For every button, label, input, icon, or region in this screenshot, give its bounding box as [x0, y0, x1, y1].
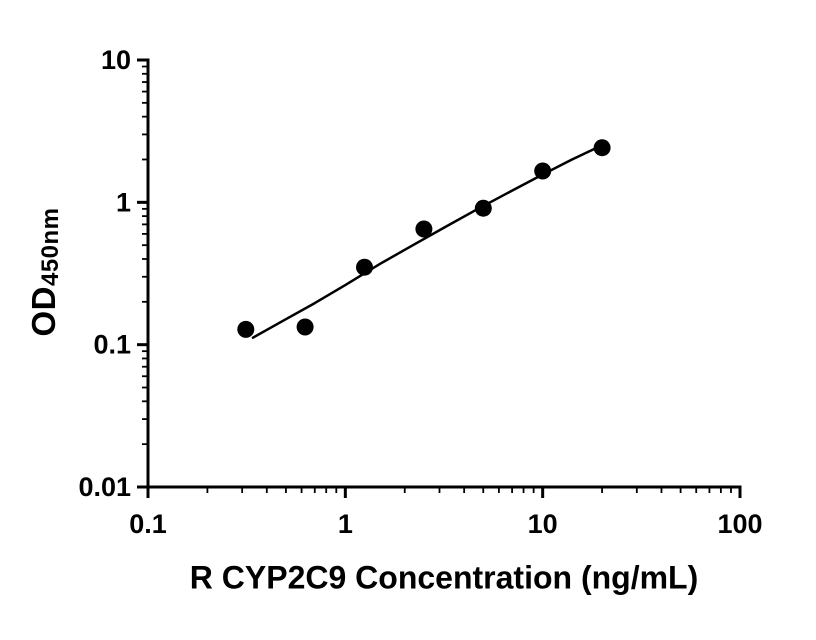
data-point	[534, 162, 552, 180]
y-tick-label: 1	[116, 187, 131, 217]
data-point	[593, 139, 611, 157]
data-point	[474, 199, 492, 217]
x-axis-title: R CYP2C9 Concentration (ng/mL)	[189, 559, 699, 596]
y-axis-title-main: OD	[25, 286, 62, 337]
y-tick-label: 10	[101, 45, 131, 75]
x-tick-label: 10	[528, 509, 558, 539]
x-tick-label: 100	[717, 509, 762, 539]
x-tick-label: 1	[338, 509, 353, 539]
y-tick-label: 0.1	[93, 330, 131, 360]
y-tick-label: 0.01	[78, 472, 131, 502]
y-axis-title: OD450nm	[25, 207, 64, 337]
y-axis-title-sub: 450nm	[37, 207, 64, 287]
x-tick-label: 0.1	[129, 509, 167, 539]
data-point	[296, 318, 314, 336]
data-point	[356, 258, 373, 276]
data-point	[237, 320, 255, 338]
data-point	[415, 220, 433, 238]
